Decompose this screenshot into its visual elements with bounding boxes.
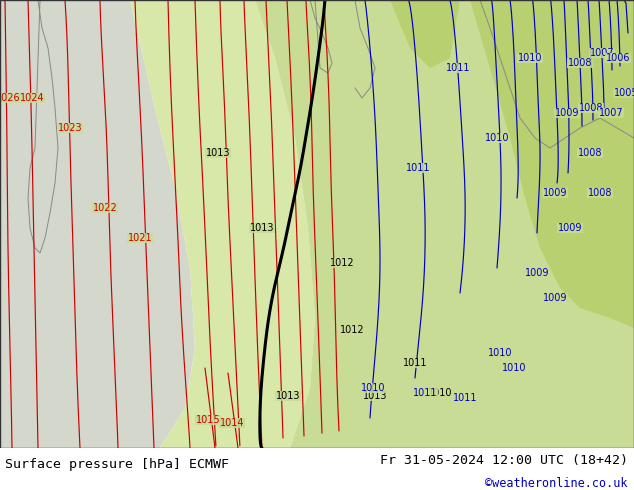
Text: 1013: 1013	[206, 148, 230, 158]
Text: 1011: 1011	[453, 393, 477, 403]
Text: 1026: 1026	[0, 93, 20, 103]
Text: 1008: 1008	[579, 103, 603, 113]
Text: 1010: 1010	[361, 383, 385, 393]
Text: 1011: 1011	[413, 388, 437, 398]
Text: ©weatheronline.co.uk: ©weatheronline.co.uk	[485, 477, 628, 490]
Text: 1013: 1013	[276, 391, 301, 401]
Text: 1010: 1010	[428, 388, 452, 398]
Text: 1007: 1007	[598, 108, 623, 118]
Text: 1011: 1011	[446, 63, 470, 73]
Text: 1013: 1013	[363, 391, 387, 401]
Polygon shape	[550, 0, 634, 138]
Text: 1015: 1015	[196, 415, 220, 425]
Text: Fr 31-05-2024 12:00 UTC (18+42): Fr 31-05-2024 12:00 UTC (18+42)	[380, 454, 628, 467]
Text: 1009: 1009	[543, 188, 567, 198]
Text: 1009: 1009	[558, 223, 582, 233]
Text: 1012: 1012	[340, 325, 365, 335]
Text: 1008: 1008	[588, 188, 612, 198]
Text: 1005: 1005	[614, 88, 634, 98]
Text: 1012: 1012	[330, 258, 354, 268]
Text: 1009: 1009	[525, 268, 549, 278]
Polygon shape	[470, 0, 634, 328]
Polygon shape	[255, 0, 634, 448]
Text: 1024: 1024	[20, 93, 44, 103]
Polygon shape	[0, 0, 195, 448]
Text: 1009: 1009	[543, 293, 567, 303]
Text: 1007: 1007	[590, 48, 614, 58]
Polygon shape	[390, 0, 460, 68]
Text: 1014: 1014	[220, 418, 244, 428]
Text: 1009: 1009	[555, 108, 579, 118]
Text: 1021: 1021	[127, 233, 152, 243]
Text: 1006: 1006	[605, 53, 630, 63]
Text: 1011: 1011	[403, 358, 427, 368]
Text: 1008: 1008	[578, 148, 602, 158]
Text: 1010: 1010	[485, 133, 509, 143]
Text: 1010: 1010	[488, 348, 512, 358]
Text: 1013: 1013	[250, 223, 275, 233]
Text: Surface pressure [hPa] ECMWF: Surface pressure [hPa] ECMWF	[5, 458, 229, 471]
Text: 1010: 1010	[518, 53, 542, 63]
Text: 1011: 1011	[406, 163, 430, 173]
Text: 1010: 1010	[501, 363, 526, 373]
Text: 1008: 1008	[568, 58, 592, 68]
Text: 1022: 1022	[93, 203, 117, 213]
Text: 1023: 1023	[58, 123, 82, 133]
Polygon shape	[130, 0, 315, 448]
